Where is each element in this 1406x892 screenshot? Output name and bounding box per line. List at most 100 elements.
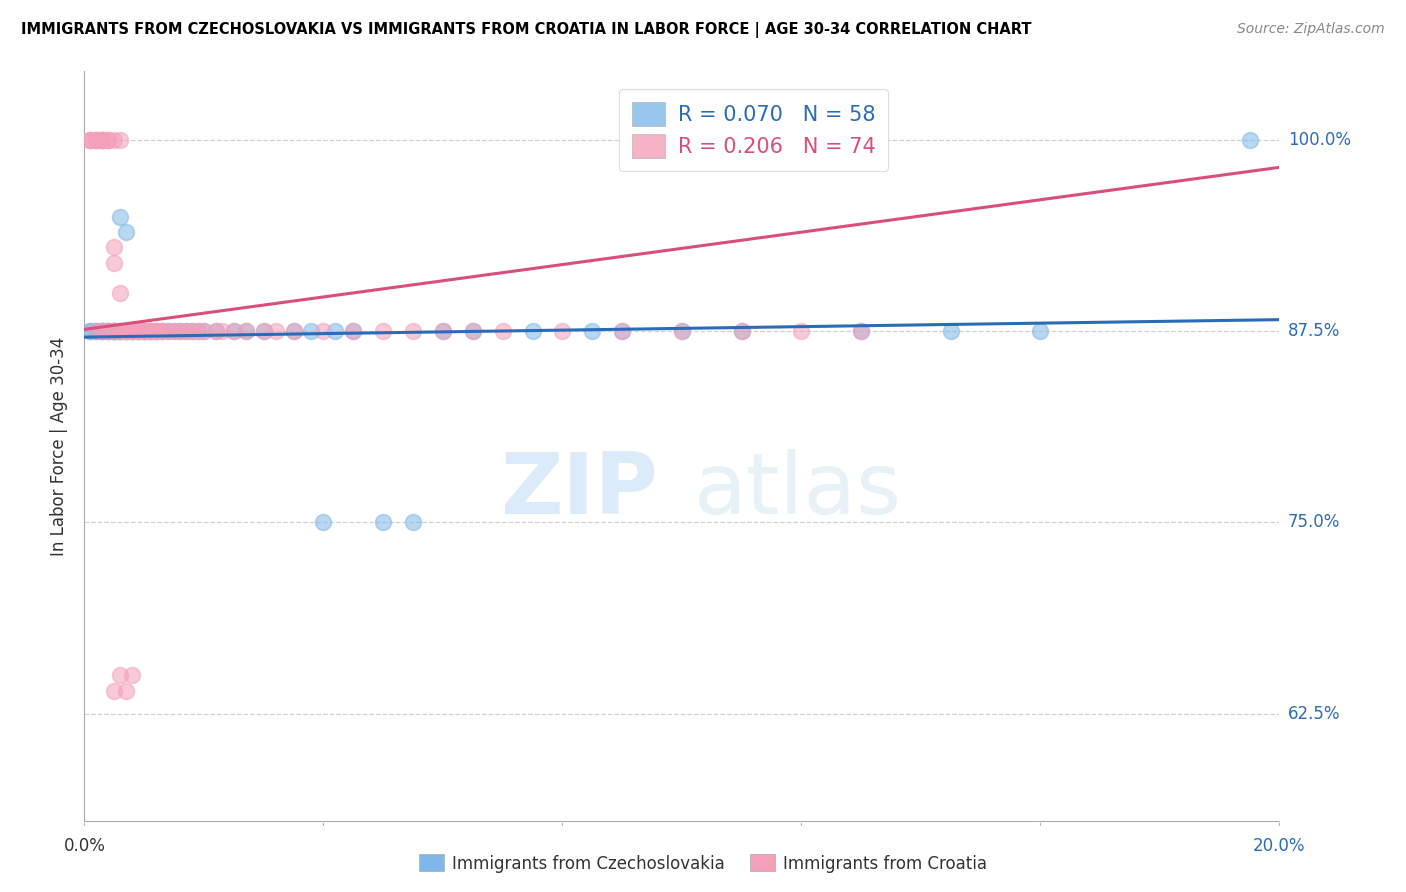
Point bbox=[132, 324, 156, 338]
Point bbox=[461, 324, 484, 338]
Point bbox=[110, 324, 132, 338]
Point bbox=[342, 324, 364, 338]
Point bbox=[121, 668, 143, 682]
Point bbox=[79, 133, 101, 147]
Text: Source: ZipAtlas.com: Source: ZipAtlas.com bbox=[1237, 22, 1385, 37]
Point bbox=[551, 324, 574, 338]
Point bbox=[110, 324, 132, 338]
Point bbox=[115, 324, 138, 338]
Point bbox=[235, 324, 257, 338]
Point bbox=[312, 516, 335, 530]
Point bbox=[1029, 324, 1052, 338]
Point bbox=[97, 324, 120, 338]
Point bbox=[121, 324, 143, 338]
Text: 87.5%: 87.5% bbox=[1288, 322, 1340, 341]
Point bbox=[91, 324, 114, 338]
Point bbox=[731, 324, 754, 338]
Point bbox=[301, 324, 323, 338]
Point bbox=[402, 324, 425, 338]
Point bbox=[132, 324, 156, 338]
Text: 0.0%: 0.0% bbox=[63, 838, 105, 855]
Point bbox=[121, 324, 143, 338]
Point bbox=[187, 324, 209, 338]
Point bbox=[115, 683, 138, 698]
Point bbox=[110, 286, 132, 301]
Point bbox=[150, 324, 173, 338]
Point bbox=[139, 324, 162, 338]
Point bbox=[103, 324, 125, 338]
Point bbox=[86, 133, 108, 147]
Point bbox=[671, 324, 693, 338]
Point bbox=[110, 133, 132, 147]
Point bbox=[145, 324, 167, 338]
Point bbox=[127, 324, 149, 338]
Point bbox=[115, 324, 138, 338]
Point bbox=[86, 324, 108, 338]
Point bbox=[312, 324, 335, 338]
Point bbox=[205, 324, 228, 338]
Point bbox=[103, 324, 125, 338]
Point bbox=[86, 324, 108, 338]
Point bbox=[127, 324, 149, 338]
Point bbox=[79, 324, 101, 338]
Point bbox=[97, 324, 120, 338]
Text: ZIP: ZIP bbox=[501, 450, 658, 533]
Text: 100.0%: 100.0% bbox=[1288, 131, 1351, 149]
Point bbox=[103, 255, 125, 269]
Point bbox=[522, 324, 544, 338]
Point bbox=[103, 324, 125, 338]
Point bbox=[264, 324, 287, 338]
Point bbox=[103, 133, 125, 147]
Point bbox=[115, 324, 138, 338]
Point bbox=[373, 516, 395, 530]
Point bbox=[79, 133, 101, 147]
Point bbox=[86, 133, 108, 147]
Point bbox=[91, 324, 114, 338]
Point bbox=[132, 324, 156, 338]
Point bbox=[283, 324, 305, 338]
Point bbox=[115, 225, 138, 239]
Point bbox=[132, 324, 156, 338]
Text: IMMIGRANTS FROM CZECHOSLOVAKIA VS IMMIGRANTS FROM CROATIA IN LABOR FORCE | AGE 3: IMMIGRANTS FROM CZECHOSLOVAKIA VS IMMIGR… bbox=[21, 22, 1032, 38]
Point bbox=[103, 240, 125, 254]
Point bbox=[671, 324, 693, 338]
Point bbox=[145, 324, 167, 338]
Point bbox=[342, 324, 364, 338]
Point bbox=[612, 324, 634, 338]
Point bbox=[222, 324, 245, 338]
Point bbox=[373, 324, 395, 338]
Point bbox=[79, 133, 101, 147]
Point bbox=[222, 324, 245, 338]
Point bbox=[110, 324, 132, 338]
Point bbox=[91, 324, 114, 338]
Point bbox=[492, 324, 515, 338]
Point bbox=[97, 324, 120, 338]
Point bbox=[127, 324, 149, 338]
Point bbox=[174, 324, 197, 338]
Point bbox=[193, 324, 215, 338]
Point bbox=[157, 324, 180, 338]
Point bbox=[121, 324, 143, 338]
Point bbox=[402, 516, 425, 530]
Point bbox=[851, 324, 873, 338]
Point bbox=[139, 324, 162, 338]
Point bbox=[121, 324, 143, 338]
Point bbox=[174, 324, 197, 338]
Point bbox=[169, 324, 191, 338]
Point bbox=[235, 324, 257, 338]
Point bbox=[193, 324, 215, 338]
Point bbox=[91, 133, 114, 147]
Point bbox=[612, 324, 634, 338]
Point bbox=[97, 324, 120, 338]
Point bbox=[110, 210, 132, 224]
Point bbox=[461, 324, 484, 338]
Point bbox=[139, 324, 162, 338]
Text: 62.5%: 62.5% bbox=[1288, 705, 1340, 723]
Point bbox=[79, 324, 101, 338]
Y-axis label: In Labor Force | Age 30-34: In Labor Force | Age 30-34 bbox=[51, 336, 69, 556]
Point bbox=[150, 324, 173, 338]
Legend: R = 0.070   N = 58, R = 0.206   N = 74: R = 0.070 N = 58, R = 0.206 N = 74 bbox=[619, 89, 889, 170]
Point bbox=[127, 324, 149, 338]
Legend: Immigrants from Czechoslovakia, Immigrants from Croatia: Immigrants from Czechoslovakia, Immigran… bbox=[412, 847, 994, 880]
Point bbox=[581, 324, 603, 338]
